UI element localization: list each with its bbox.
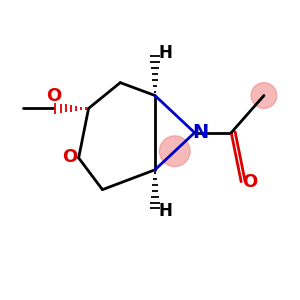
Text: H: H	[159, 44, 173, 62]
Text: O: O	[62, 148, 77, 166]
Circle shape	[159, 136, 190, 167]
Circle shape	[251, 82, 277, 108]
Text: H: H	[159, 202, 173, 220]
Text: N: N	[192, 123, 209, 142]
Text: O: O	[242, 173, 258, 191]
Text: O: O	[46, 86, 62, 104]
